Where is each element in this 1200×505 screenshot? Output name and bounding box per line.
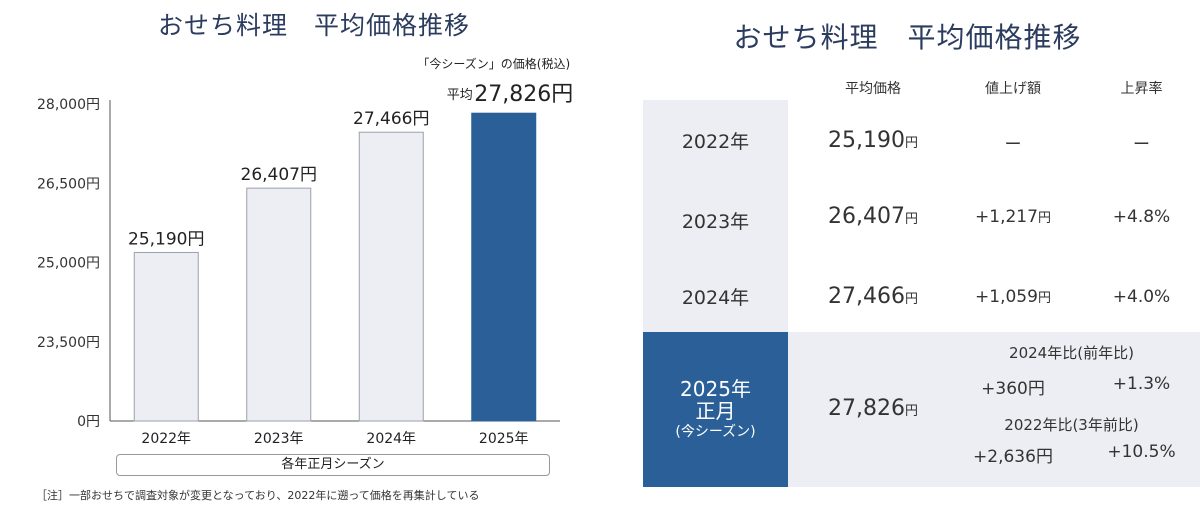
price-unit: 円 — [904, 404, 918, 419]
row-increase: +1,059円 — [943, 287, 1083, 307]
header-increase: 値上げ額 — [985, 81, 1041, 97]
bar — [246, 187, 312, 422]
price-unit: 円 — [904, 292, 918, 307]
highlight-caption: 「今シーズン」の価格(税込) — [417, 56, 570, 71]
row-background — [788, 332, 1200, 487]
y-tick-label: 23,500円 — [37, 335, 100, 351]
price-value: 26,407 — [828, 204, 905, 229]
increase-unit: 円 — [1037, 211, 1051, 226]
x-tick-label: 2024年 — [366, 431, 416, 447]
y-tick-label: 0円 — [77, 414, 100, 430]
row-price: 26,407円 — [813, 204, 933, 229]
row-background — [788, 100, 1200, 180]
data-label: 25,190円 — [128, 229, 204, 249]
increase-unit: 円 — [1037, 291, 1051, 306]
bar — [358, 131, 424, 422]
data-label: 27,466円 — [353, 109, 429, 129]
current-price: 27,826円 — [813, 396, 933, 421]
table-row: 2023年 26,407円 +1,217円 +4.8% — [643, 180, 1200, 260]
header-average-price: 平均価格 — [845, 81, 901, 97]
table-row: 2022年 25,190円 ー ー — [643, 100, 1200, 180]
row-year-current: 2025年 正月 (今シーズン) — [643, 332, 788, 487]
row-year: 2022年 — [643, 100, 788, 180]
price-value: 25,190 — [828, 128, 905, 153]
increase-value: +1,217 — [975, 207, 1038, 227]
current-season: 正月 — [695, 398, 736, 423]
table-row: 2024年 27,466円 +1,059円 +4.0% — [643, 260, 1200, 332]
table-row-current: 2025年 正月 (今シーズン) 27,826円 2024年比(前年比) +36… — [643, 332, 1200, 487]
current-year: 2025年 — [680, 376, 751, 401]
row-year: 2023年 — [643, 180, 788, 260]
comp2-increase: +2,636円 — [973, 447, 1053, 467]
row-background — [788, 180, 1200, 260]
y-tick-label: 26,500円 — [37, 176, 100, 192]
comp1-increase: +360円 — [981, 379, 1045, 399]
row-rate: ー — [1133, 135, 1150, 155]
row-background — [788, 260, 1200, 332]
bar-chart-panel: おせち料理 平均価格推移 28,000円 26,500円 25,000円 23,500… — [36, 11, 573, 502]
price-value: 27,466 — [828, 284, 905, 309]
increase-value: +1,059 — [975, 287, 1038, 307]
price-unit: 円 — [904, 212, 918, 227]
y-tick-label: 25,000円 — [37, 256, 100, 272]
comp1-label: 2024年比(前年比) — [1009, 344, 1134, 362]
data-label: 26,407円 — [241, 165, 317, 185]
row-price: 27,466円 — [813, 284, 933, 309]
price-value: 27,826 — [828, 396, 905, 421]
comp2-rate: +10.5% — [1107, 442, 1176, 462]
highlight-prefix: 平均 — [447, 88, 473, 103]
table-title: おせち料理 平均価格推移 — [733, 21, 1082, 54]
row-increase: +1,217円 — [943, 207, 1083, 227]
x-tick-label: 2023年 — [254, 431, 304, 447]
bar-highlight — [471, 112, 537, 422]
row-rate: +4.8% — [1112, 207, 1171, 227]
row-rate: +4.0% — [1112, 287, 1171, 307]
row-increase: ー — [1004, 135, 1022, 155]
y-tick-label: 28,000円 — [37, 97, 100, 113]
current-label: (今シーズン) — [675, 423, 756, 440]
x-tick-label: 2025年 — [479, 431, 529, 447]
x-axis-season-label: 各年正月シーズン — [116, 454, 550, 476]
bar-chart: 28,000円 26,500円 25,000円 23,500円 0円 2022年 25,19… — [37, 56, 573, 447]
row-price: 25,190円 — [813, 128, 933, 153]
comp2-label: 2022年比(3年前比) — [1004, 416, 1139, 434]
x-tick-label: 2022年 — [141, 431, 191, 447]
header-rate: 上昇率 — [1120, 81, 1163, 97]
footnote: ［注］一部おせちで調査対象が変更となっており、2022年に遡って価格を再集計して… — [36, 489, 480, 502]
row-year: 2024年 — [643, 260, 788, 332]
data-label-highlight: 27,826円 — [474, 82, 573, 107]
bar — [133, 251, 199, 422]
chart-title: おせち料理 平均価格推移 — [157, 11, 470, 40]
price-unit: 円 — [904, 136, 918, 151]
table-header: 平均価格 値上げ額 上昇率 — [643, 78, 1200, 100]
comp1-rate: +1.3% — [1112, 374, 1171, 394]
price-table-panel: おせち料理 平均価格推移 平均価格 値上げ額 上昇率 2022年 25,190円… — [615, 0, 1200, 505]
